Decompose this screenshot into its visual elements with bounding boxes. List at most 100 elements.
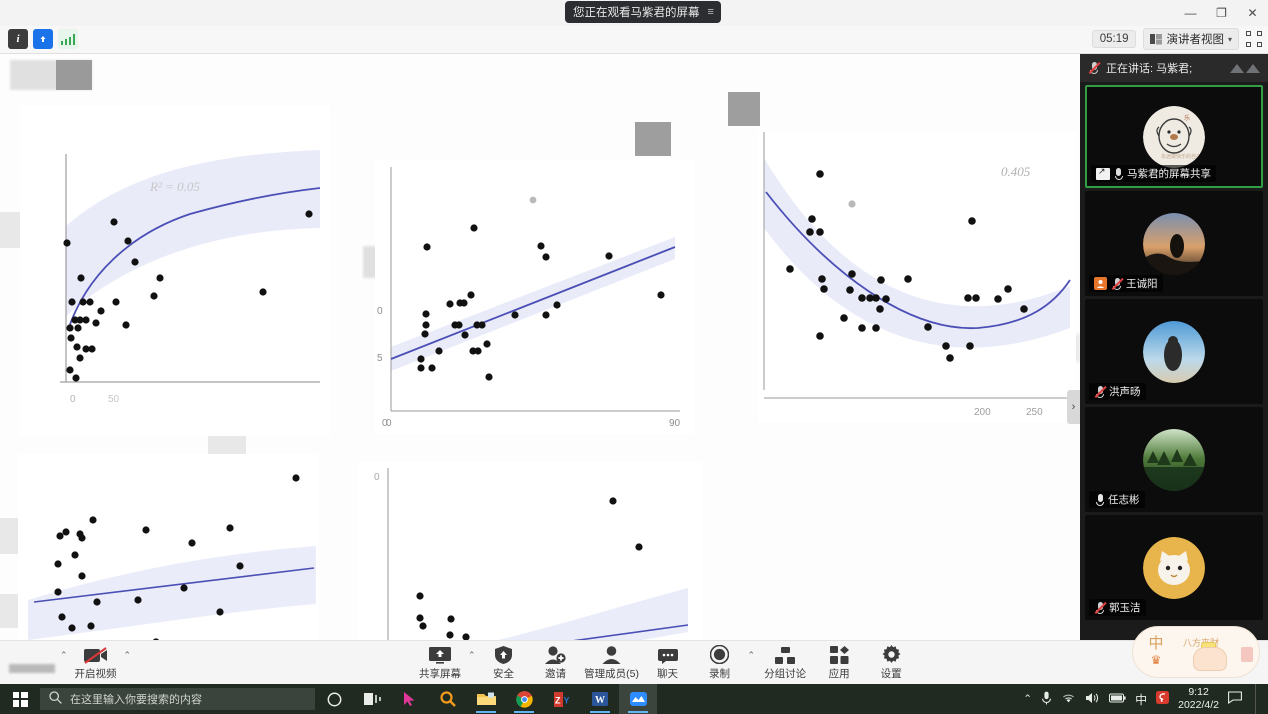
audio-wave-icon (1230, 63, 1260, 73)
toolbar-breakout-button[interactable]: 分组讨论 (757, 641, 813, 681)
search-icon (49, 691, 62, 707)
toolbar-invite-button[interactable]: 邀请 (530, 641, 582, 681)
regression-line (33, 567, 315, 603)
avatar (1143, 536, 1205, 599)
shield-icon[interactable] (33, 29, 53, 49)
meeting-info-bar: i 05:19 演讲者视图 ▾ (0, 26, 1268, 54)
file-explorer-icon[interactable] (467, 684, 505, 714)
confidence-band (28, 546, 316, 640)
occlusion-artifact (728, 92, 760, 126)
chart-1: R² = 0.05 0 50 (20, 106, 330, 436)
fullscreen-icon[interactable] (1246, 31, 1262, 47)
toolbar-settings-button[interactable]: 设置 (865, 641, 917, 681)
notification-center-icon[interactable] (1228, 691, 1242, 707)
toolbar-record-button[interactable]: 录制 (694, 641, 746, 681)
active-speaker-bar: 正在讲话: 马紫君; (1080, 54, 1268, 82)
battery-icon[interactable] (1109, 693, 1126, 706)
avatar (1143, 212, 1205, 275)
toolbar-share-screen-button[interactable]: 共享屏幕 (414, 641, 466, 681)
sogou-icon[interactable] (1156, 691, 1170, 707)
system-tray: ⌃ 中 9:12 2022/4/2 (1023, 684, 1268, 714)
mute-options-chevron-icon[interactable]: ⌃ (60, 649, 68, 660)
participant-tile-1[interactable]: 王诚阳 (1085, 191, 1263, 296)
mic-off-icon (1094, 601, 1107, 615)
toolbar-mute-button[interactable] (6, 647, 58, 675)
cursor-app-icon[interactable] (391, 684, 429, 714)
microphone-icon (9, 664, 55, 673)
toolbar-left-group: ⌃ 开启视频 ⌃ (6, 641, 133, 681)
share-notice-menu-icon[interactable]: ≡ (707, 6, 715, 18)
tray-chevron-icon[interactable]: ⌃ (1023, 693, 1033, 705)
share-options-chevron-icon[interactable]: ⌃ (468, 649, 476, 660)
participant-tile-4[interactable]: 郭玉洁 (1085, 515, 1263, 620)
record-options-chevron-icon[interactable]: ⌃ (747, 649, 756, 660)
toolbar-participants-label: 管理成员(5) (584, 668, 639, 680)
toolbar-record-label: 录制 (709, 668, 731, 680)
participant-label-3: 任志彬 (1089, 491, 1145, 508)
chart-2-xtick-1: 90 (669, 418, 681, 429)
participant-name-2: 洪声旸 (1109, 386, 1141, 398)
volume-icon[interactable] (1085, 692, 1100, 707)
view-mode-selector[interactable]: 演讲者视图 ▾ (1143, 28, 1239, 50)
video-off-icon (83, 645, 108, 664)
chart-4-canvas (18, 454, 318, 640)
participant-name-0: 马紫君的屏幕共享 (1127, 168, 1211, 180)
wifi-icon[interactable] (1061, 692, 1076, 707)
signal-bars-icon[interactable] (58, 29, 78, 49)
breakout-rooms-icon (774, 645, 796, 664)
close-button[interactable]: ✕ (1247, 6, 1258, 20)
video-options-chevron-icon[interactable]: ⌃ (123, 649, 132, 660)
svg-text:永远做快乐的自己: 永远做快乐的自己 (1161, 153, 1201, 160)
maximize-button[interactable]: ❐ (1216, 6, 1227, 20)
confidence-band (66, 150, 320, 316)
mic-off-icon (1094, 385, 1107, 399)
avatar (1143, 320, 1205, 383)
chevron-down-icon: ▾ (1227, 34, 1232, 44)
participant-name-1: 王诚阳 (1126, 278, 1158, 290)
chart-5-ytick-0: 0 (374, 472, 380, 483)
mic-on-icon (1094, 493, 1104, 507)
windows-taskbar: 在这里输入你要搜索的内容 (0, 684, 1268, 714)
info-icon[interactable]: i (8, 29, 28, 49)
toolbar-apps-button[interactable]: 应用 (813, 641, 865, 681)
toolbar-video-button[interactable]: 开启视频 (70, 641, 122, 681)
window-controls: — ❐ ✕ (1175, 0, 1268, 26)
sogou-ime-widget[interactable]: 中 ♛ 八方来财 (1132, 626, 1260, 678)
start-button[interactable] (0, 684, 40, 714)
mic-off-icon (1111, 277, 1124, 291)
toolbar-chat-button[interactable]: 聊天 (642, 641, 694, 681)
zoom-icon[interactable] (619, 684, 657, 714)
zy-app-icon[interactable]: Z Y (543, 684, 581, 714)
mic-on-icon (1114, 167, 1123, 181)
svg-text:Z: Z (555, 695, 561, 705)
participant-tile-2[interactable]: 洪声旸 (1085, 299, 1263, 404)
mic-off-icon (1088, 61, 1101, 75)
occlusion-artifact (635, 122, 671, 156)
ime-mode-indicator[interactable]: 中 (1135, 692, 1148, 707)
data-points (786, 170, 1028, 362)
occlusion-artifact (56, 60, 92, 90)
toolbar-security-button[interactable]: 安全 (478, 641, 530, 681)
microphone-icon[interactable] (1041, 691, 1052, 708)
record-circle-icon (710, 645, 730, 664)
everything-search-icon[interactable] (429, 684, 467, 714)
participant-tile-3[interactable]: 任志彬 (1085, 407, 1263, 512)
minimize-button[interactable]: — (1184, 6, 1197, 20)
word-icon[interactable]: W (581, 684, 619, 714)
data-points (417, 196, 665, 381)
active-speaker-label: 正在讲话: 马紫君; (1106, 63, 1193, 75)
taskbar-clock[interactable]: 9:12 2022/4/2 (1178, 686, 1219, 712)
invite-person-icon (545, 645, 566, 664)
taskbar-search-box[interactable]: 在这里输入你要搜索的内容 (40, 688, 315, 710)
zoom-meeting-window: 您正在观看马紫君的屏幕 ≡ — ❐ ✕ i 05:19 (0, 0, 1268, 684)
security-shield-icon (495, 645, 513, 664)
toolbar-participants-button[interactable]: 管理成员(5) (582, 641, 642, 681)
show-desktop-button[interactable] (1255, 684, 1262, 714)
chrome-icon[interactable] (505, 684, 543, 714)
ime-mode-indicator[interactable]: 中 ♛ (1133, 636, 1179, 668)
task-view-icon[interactable] (353, 684, 391, 714)
expand-sidebar-handle[interactable]: › (1067, 390, 1080, 424)
participant-tile-0[interactable]: 乐 永远做快乐的自己 马紫君的屏幕共享 (1085, 85, 1263, 188)
screen-share-icon (1096, 166, 1110, 180)
cortana-icon[interactable] (315, 684, 353, 714)
